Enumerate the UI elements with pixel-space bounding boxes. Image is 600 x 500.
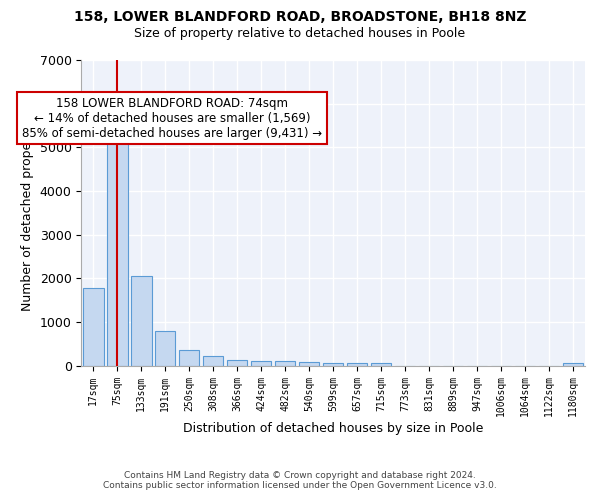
Bar [251, 361, 271, 366]
Bar [563, 363, 583, 366]
Bar [107, 114, 128, 366]
Bar [83, 288, 104, 366]
Bar [275, 361, 295, 366]
X-axis label: Distribution of detached houses by size in Poole: Distribution of detached houses by size … [183, 422, 484, 435]
Y-axis label: Number of detached properties: Number of detached properties [21, 114, 34, 312]
Bar [179, 350, 199, 366]
Text: Size of property relative to detached houses in Poole: Size of property relative to detached ho… [134, 28, 466, 40]
Bar [299, 362, 319, 366]
Bar [155, 330, 175, 366]
Bar [347, 363, 367, 366]
Bar [203, 356, 223, 366]
Text: Contains HM Land Registry data © Crown copyright and database right 2024.
Contai: Contains HM Land Registry data © Crown c… [103, 470, 497, 490]
Text: 158, LOWER BLANDFORD ROAD, BROADSTONE, BH18 8NZ: 158, LOWER BLANDFORD ROAD, BROADSTONE, B… [74, 10, 526, 24]
Bar [323, 363, 343, 366]
Bar [227, 360, 247, 366]
Text: 158 LOWER BLANDFORD ROAD: 74sqm
← 14% of detached houses are smaller (1,569)
85%: 158 LOWER BLANDFORD ROAD: 74sqm ← 14% of… [22, 96, 322, 140]
Bar [371, 364, 391, 366]
Bar [131, 276, 152, 366]
